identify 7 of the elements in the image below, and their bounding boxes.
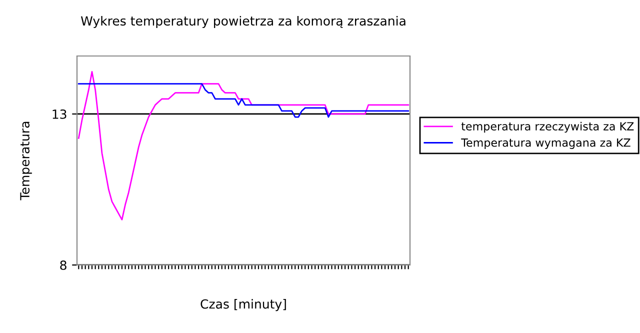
legend-label: temperatura rzeczywista za KZ: [461, 122, 634, 133]
y-tick-label: 13: [52, 109, 66, 119]
legend-label: Temperatura wymagana za KZ: [461, 138, 630, 149]
x-axis-title: Czas [minuty]: [200, 299, 286, 312]
y-axis-title: Temperatura: [20, 122, 32, 200]
y-tick-label: 8: [60, 260, 66, 270]
chart-title: Wykres temperatury powietrza za komorą zraszania: [80, 16, 406, 28]
